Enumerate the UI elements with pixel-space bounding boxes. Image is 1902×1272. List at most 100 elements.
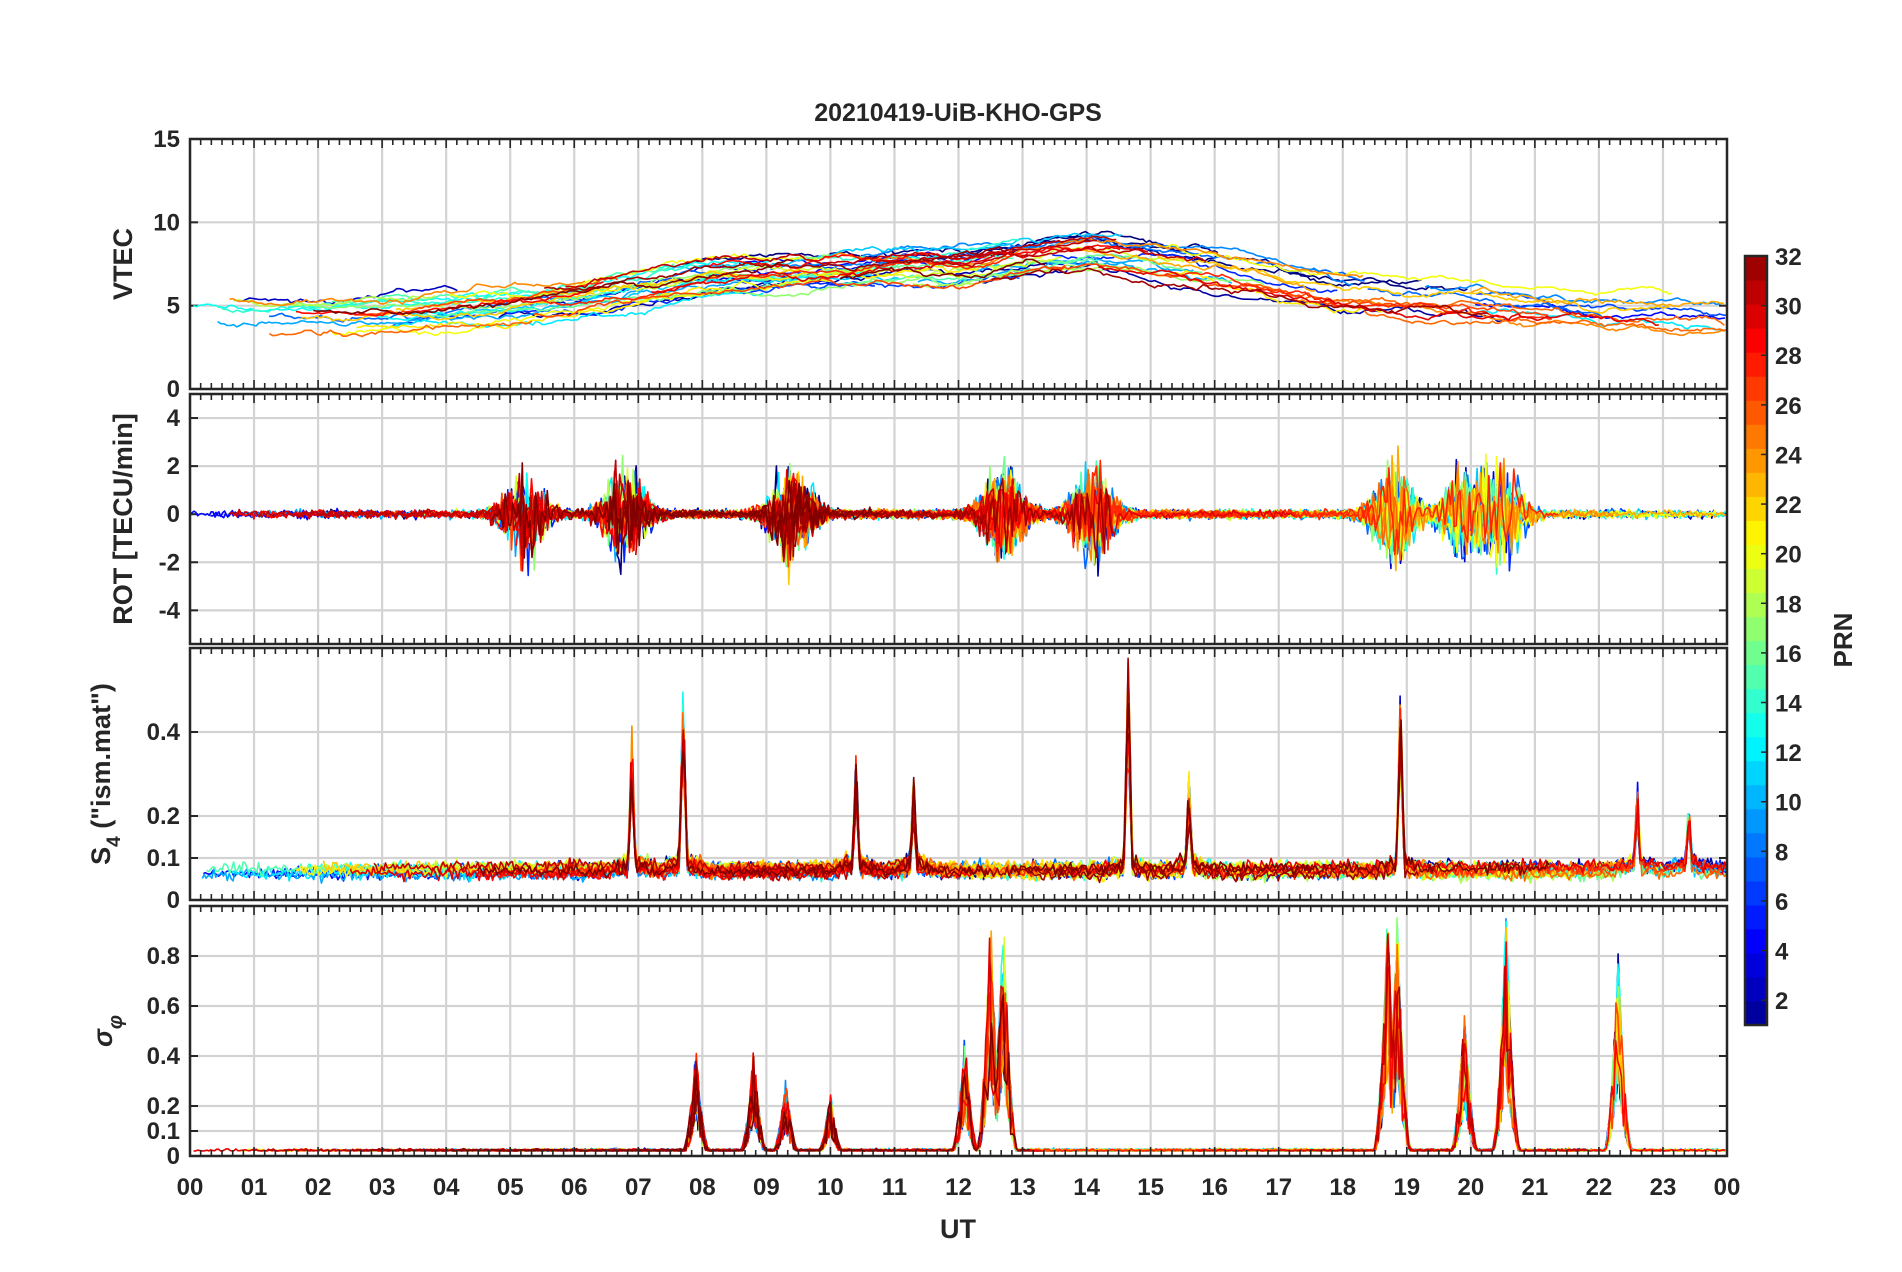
colorbar-tick-label: 8 — [1775, 839, 1788, 866]
trace-prn — [373, 1082, 797, 1152]
trace-prn — [1367, 288, 1602, 317]
colorbar-segment — [1745, 976, 1767, 1002]
trace-prn — [345, 275, 619, 316]
trace-prn — [1365, 941, 1726, 1152]
colorbar-segment — [1745, 664, 1767, 690]
trace-prn — [1010, 702, 1550, 877]
trace-prn — [716, 693, 1281, 877]
x-tick-label: 02 — [305, 1174, 332, 1201]
x-tick-label: 16 — [1201, 1174, 1228, 1201]
y-axis-label-subscript: 4 — [104, 836, 125, 847]
colorbar-frame — [1743, 254, 1769, 1027]
y-tick-label: 4 — [167, 405, 181, 432]
trace-prn — [622, 480, 872, 561]
colorbar-tick-label: 10 — [1775, 790, 1802, 817]
trace-prn — [1194, 928, 1473, 1152]
colorbar-segment — [1745, 496, 1767, 521]
colorbar-tick-label: 30 — [1775, 294, 1802, 321]
trace-prn — [930, 692, 1220, 878]
trace-prn — [451, 1087, 883, 1152]
x-tick-label: 08 — [689, 1174, 716, 1201]
colorbar-segment — [1745, 856, 1767, 882]
trace-prn — [544, 722, 938, 876]
trace-prn — [978, 262, 1511, 323]
colorbar-segment — [1745, 256, 1767, 281]
trace-prn — [295, 731, 829, 880]
y-axis-label: σφ — [88, 1015, 127, 1047]
colorbar-segment — [1745, 640, 1767, 666]
colorbar-tick-label: 28 — [1775, 343, 1802, 370]
trace-prn — [897, 700, 1266, 876]
y-tick-label: 0.4 — [147, 719, 181, 746]
trace-prn — [707, 244, 1121, 270]
traces-vtec — [193, 230, 1727, 338]
trace-prn — [373, 729, 921, 877]
y-axis-label: ROT [TECU/min] — [108, 413, 138, 624]
y-axis-label-subscript: φ — [105, 1015, 127, 1029]
x-tick-label: 06 — [561, 1174, 588, 1201]
traces-s4 — [201, 657, 1727, 885]
colorbar-segment — [1745, 472, 1767, 497]
trace-prn — [862, 235, 1353, 286]
trace-prn — [229, 459, 701, 557]
x-tick-label: 01 — [241, 1174, 268, 1201]
y-axis-label-main: S — [86, 847, 116, 865]
trace-prn — [1251, 718, 1672, 882]
traces-rot — [190, 445, 1727, 586]
y-tick-label: 0.1 — [147, 1118, 180, 1145]
trace-prn — [902, 720, 1185, 881]
trace-prn — [1308, 933, 1588, 1152]
colorbar-segment — [1745, 760, 1767, 786]
x-axis-label: UT — [940, 1214, 976, 1244]
x-tick-label: 00 — [177, 1174, 204, 1201]
colorbar-segment — [1745, 952, 1767, 978]
trace-prn — [313, 258, 794, 316]
colorbar-tick-label: 26 — [1775, 393, 1802, 420]
trace-prn — [229, 280, 586, 307]
trace-prn — [871, 707, 1403, 879]
chart-title: 20210419-UiB-KHO-GPS — [814, 99, 1102, 127]
x-tick-label: 07 — [625, 1174, 652, 1201]
trace-prn — [667, 946, 1169, 1152]
x-tick-label: 04 — [433, 1174, 460, 1201]
trace-prn — [1197, 751, 1574, 876]
trace-prn — [945, 695, 1514, 878]
trace-prn — [863, 697, 1259, 881]
colorbar-segment — [1745, 832, 1767, 858]
y-tick-label: 0.1 — [147, 845, 180, 872]
trace-prn — [1157, 977, 1454, 1152]
x-tick-label: 13 — [1009, 1174, 1036, 1201]
trace-prn — [303, 745, 838, 877]
trace-prn — [478, 1079, 823, 1152]
colorbar-segment — [1745, 784, 1767, 810]
colorbar-segment — [1745, 712, 1767, 738]
trace-prn — [483, 717, 1041, 880]
colorbar-segment — [1745, 736, 1767, 762]
trace-prn — [1135, 722, 1631, 877]
trace-prn — [1045, 263, 1549, 316]
colorbar-tick-label: 22 — [1775, 492, 1802, 519]
trace-prn — [832, 992, 1205, 1152]
trace-prn — [1081, 661, 1427, 881]
colorbar-segment — [1745, 568, 1767, 594]
trace-prn — [1253, 726, 1727, 875]
trace-prn — [1225, 969, 1654, 1152]
panel-frame — [188, 392, 1729, 646]
colorbar-segment — [1745, 376, 1767, 401]
x-tick-label: 00 — [1714, 1174, 1741, 1201]
trace-prn — [1074, 997, 1409, 1152]
trace-prn — [1361, 932, 1727, 1152]
x-tick-label: 12 — [945, 1174, 972, 1201]
colorbar-tick-label: 24 — [1775, 442, 1802, 469]
y-tick-label: 15 — [153, 126, 180, 153]
trace-prn — [331, 262, 675, 306]
panel-rot: -4 -2 0 2 4 ROT [TECU/min] — [108, 392, 1729, 646]
trace-prn — [349, 739, 830, 883]
trace-prn — [492, 252, 1029, 306]
y-axis-label-main: σ — [88, 1028, 118, 1047]
trace-prn — [1156, 243, 1673, 296]
panel-frame — [188, 646, 1729, 902]
colorbar-segment — [1745, 808, 1767, 834]
